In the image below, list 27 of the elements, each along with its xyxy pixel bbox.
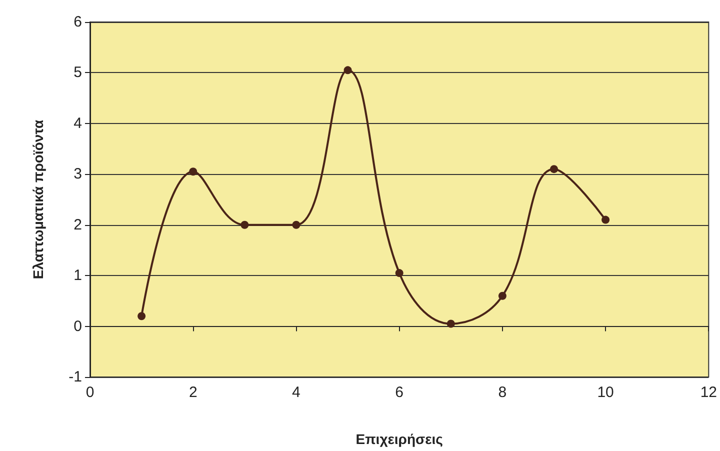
x-tick-label: 10 <box>597 384 614 401</box>
point <box>550 165 558 174</box>
x-tick-label: 2 <box>188 384 198 401</box>
y-tick-label: 4 <box>74 114 82 132</box>
point <box>292 220 300 229</box>
y-tick-label: 0 <box>74 318 82 335</box>
point <box>395 269 404 278</box>
x-axis-title: Επιχειρήσεις <box>356 431 443 447</box>
point <box>498 292 506 300</box>
x-tick-label: 12 <box>700 384 717 401</box>
point <box>138 312 146 320</box>
y-tick-label: 1 <box>74 267 82 284</box>
point <box>240 220 249 229</box>
point <box>446 320 455 328</box>
point <box>602 216 610 224</box>
y-tick-label: 6 <box>74 14 82 30</box>
y-tick-label: -1 <box>68 368 82 386</box>
x-tick-label: 6 <box>395 384 404 401</box>
y-axis-title: Ελαττωματικά προϊόντα <box>30 119 46 280</box>
x-tick-label: 8 <box>498 384 507 401</box>
point <box>189 168 198 176</box>
x-tick-label: 4 <box>292 384 300 401</box>
y-tick-label: 3 <box>74 166 82 183</box>
y-tick-label: 5 <box>74 64 82 82</box>
x-tick-label: 0 <box>86 384 94 401</box>
point <box>344 66 352 74</box>
y-tick-label: 2 <box>74 216 82 234</box>
